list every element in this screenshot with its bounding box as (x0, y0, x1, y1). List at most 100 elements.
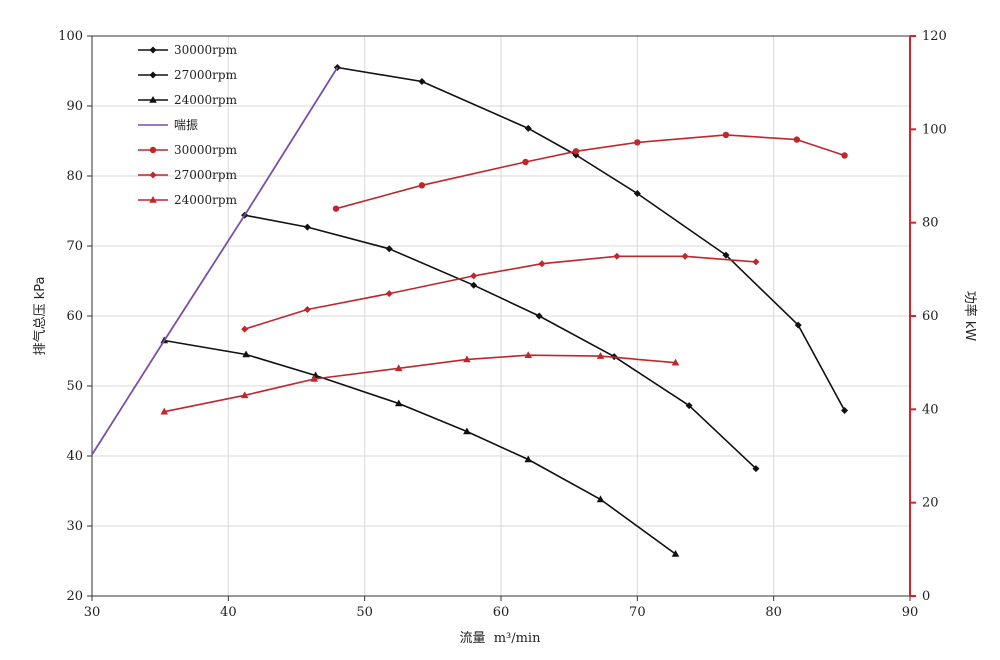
legend-item: 30000rpm (138, 143, 238, 157)
y-right-tick-label: 120 (922, 29, 947, 44)
data-point (685, 402, 693, 410)
series-line (335, 134, 845, 210)
y-left-axis-title: 排气总压 kPa (32, 277, 48, 356)
data-point (418, 78, 426, 85)
data-point (332, 205, 340, 212)
x-tick-label: 60 (493, 605, 510, 620)
legend-label: 30000rpm (174, 43, 238, 57)
x-axis-title-text: 流量 (460, 631, 486, 646)
x-tick-label: 40 (220, 605, 237, 620)
data-point (463, 355, 471, 363)
data-point (841, 152, 848, 159)
legend-label: 喘振 (174, 118, 198, 132)
data-point (524, 351, 533, 358)
axes-layer: 30 40 50 60 70 80 9020304050607080901000204060… (58, 29, 947, 620)
data-point (752, 465, 760, 473)
y-right-tick-label: 0 (922, 589, 930, 604)
series-0-pressure (333, 64, 849, 414)
legend-label: 24000rpm (174, 193, 238, 207)
legend-swatch-marker (149, 196, 157, 203)
series-line (164, 339, 676, 555)
legend-item: 24000rpm (138, 93, 238, 107)
data-point (535, 312, 543, 320)
legend-item: 喘振 (138, 118, 198, 132)
data-point (722, 131, 730, 139)
data-point (671, 550, 680, 557)
y-left-tick-label: 70 (66, 239, 83, 254)
data-point (160, 407, 169, 415)
x-tick-label: 80 (765, 605, 782, 620)
data-point (522, 158, 529, 166)
series-line (164, 354, 676, 413)
data-point (524, 455, 533, 463)
data-point (613, 252, 621, 260)
y-left-tick-label: 60 (66, 309, 83, 324)
legend-label: 24000rpm (174, 93, 238, 107)
legend-swatch-marker (149, 71, 157, 79)
series-5-power (241, 252, 760, 333)
x-axis-title: 流量 m³/min (460, 631, 542, 646)
y-left-tick-label: 40 (66, 449, 83, 464)
legend-swatch-marker (149, 146, 157, 154)
y-right-axis-title: 功率 kW (962, 291, 978, 342)
series-line (244, 214, 757, 470)
x-tick-label: 90 (902, 605, 919, 620)
series-1-pressure (241, 211, 760, 473)
y-left-tick-label: 100 (58, 29, 83, 44)
legend-swatch-marker (149, 171, 157, 179)
data-point (240, 391, 249, 399)
legend-item: 27000rpm (138, 68, 238, 82)
data-point (463, 427, 471, 435)
legend-item: 30000rpm (138, 43, 238, 57)
data-point (752, 258, 760, 266)
data-point (303, 223, 311, 231)
data-point (394, 364, 403, 372)
y-right-tick-label: 40 (922, 402, 939, 417)
data-point (470, 272, 478, 280)
data-point (596, 495, 605, 503)
series-4-power (332, 131, 848, 212)
series-layer (91, 64, 849, 557)
data-point (470, 281, 478, 289)
series-line (91, 67, 339, 456)
y-right-tick-label: 60 (922, 309, 939, 324)
data-point (303, 305, 311, 313)
x-tick-label: 50 (356, 605, 373, 620)
data-point (596, 352, 605, 359)
data-point (418, 182, 426, 189)
series-6-power (160, 351, 680, 415)
data-point (241, 325, 249, 333)
legend-label: 27000rpm (174, 168, 238, 182)
y-right-tick-label: 100 (922, 122, 947, 137)
legend-label: 27000rpm (174, 68, 238, 82)
series-3-pressure (91, 67, 339, 456)
series-line (337, 66, 846, 411)
data-point (841, 407, 849, 414)
data-point (572, 148, 580, 155)
series-2-pressure (160, 336, 680, 557)
legend-swatch-marker (149, 46, 157, 54)
data-point (794, 321, 802, 329)
data-point (524, 124, 532, 132)
data-point (310, 375, 319, 382)
data-point (681, 252, 689, 260)
x-axis-title-unit: m³/min (494, 631, 541, 646)
data-point (394, 399, 403, 407)
legend-label: 30000rpm (174, 143, 238, 157)
y-left-tick-label: 80 (66, 169, 83, 184)
data-point (633, 190, 641, 197)
y-right-tick-label: 20 (922, 496, 939, 511)
data-point (634, 139, 641, 146)
legend-item: 24000rpm (138, 193, 238, 207)
data-point (793, 136, 801, 143)
legend-item: 27000rpm (138, 168, 238, 182)
grid-layer (92, 36, 910, 596)
data-point (242, 350, 250, 358)
x-tick-label: 30 (84, 605, 101, 620)
data-point (671, 358, 680, 366)
legend: 30000rpm 27000rpm 24000rpm 喘振 30000rpm 27000r… (138, 43, 238, 207)
y-right-tick-label: 80 (922, 216, 939, 231)
series-line (244, 255, 756, 330)
